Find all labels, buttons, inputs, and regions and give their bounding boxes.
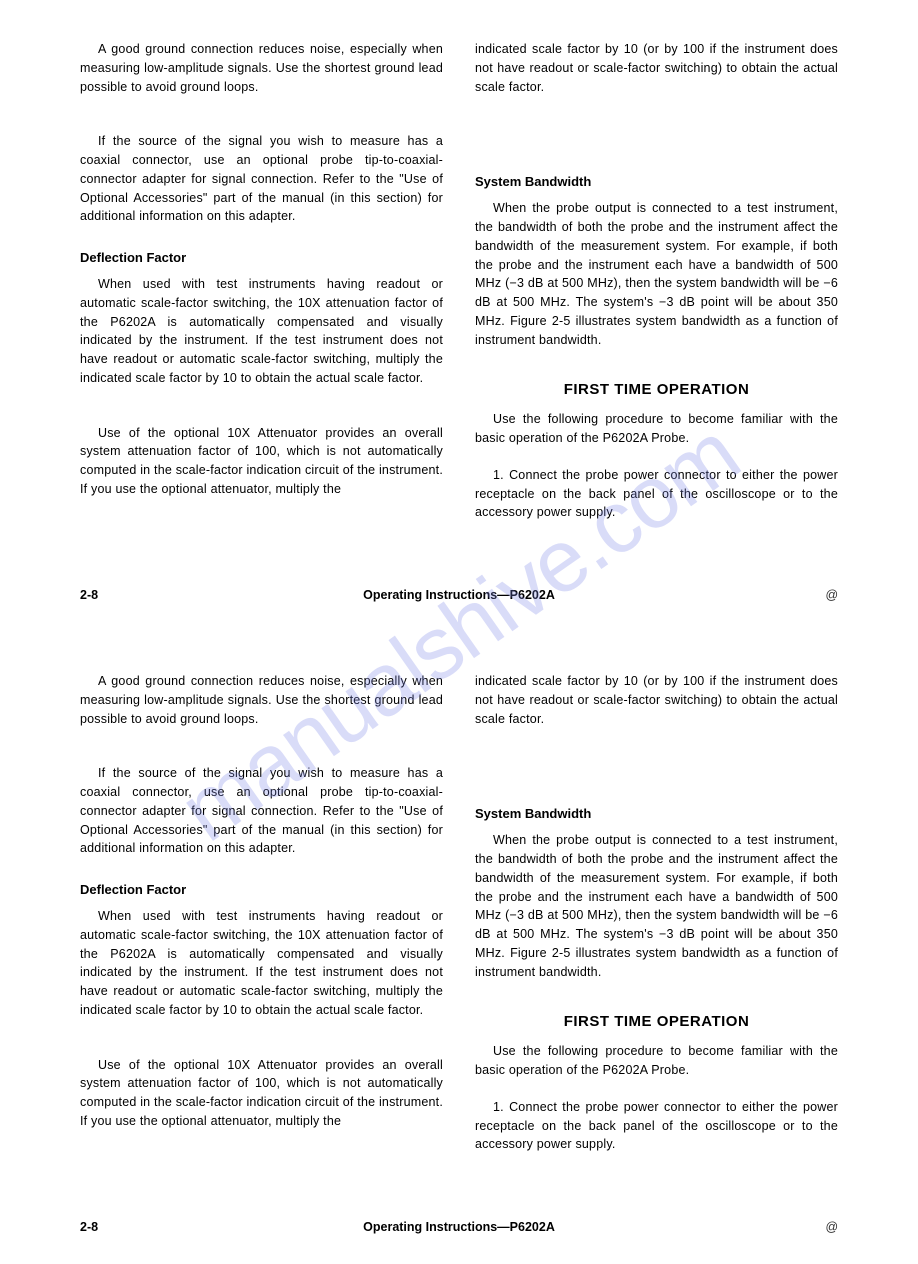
body-paragraph: If the source of the signal you wish to … — [80, 132, 443, 226]
section-heading-deflection: Deflection Factor — [80, 882, 443, 897]
page-1-right-column: indicated scale factor by 10 (or by 100 … — [475, 40, 838, 540]
page-2-right-column: indicated scale factor by 10 (or by 100 … — [475, 672, 838, 1172]
page-number: 2-8 — [80, 1220, 98, 1234]
body-paragraph: A good ground connection reduces noise, … — [80, 672, 443, 728]
body-paragraph: indicated scale factor by 10 (or by 100 … — [475, 672, 838, 728]
body-paragraph: When the probe output is connected to a … — [475, 831, 838, 981]
page-1-footer: 2-8 Operating Instructions—P6202A @ — [80, 588, 838, 602]
section-heading-deflection: Deflection Factor — [80, 250, 443, 265]
body-paragraph: When used with test instruments having r… — [80, 275, 443, 388]
body-paragraph: Use of the optional 10X Attenuator provi… — [80, 1056, 443, 1131]
body-paragraph: Use of the optional 10X Attenuator provi… — [80, 424, 443, 499]
page-2: A good ground connection reduces noise, … — [0, 632, 918, 1264]
body-paragraph: When used with test instruments having r… — [80, 907, 443, 1020]
body-paragraph: A good ground connection reduces noise, … — [80, 40, 443, 96]
footer-symbol: @ — [825, 1220, 838, 1234]
page-1-left-column: A good ground connection reduces noise, … — [80, 40, 443, 540]
body-paragraph: 1. Connect the probe power connector to … — [475, 466, 838, 522]
footer-symbol: @ — [825, 588, 838, 602]
page-1-columns: A good ground connection reduces noise, … — [80, 40, 838, 540]
document-wrapper: manualshive.com A good ground connection… — [0, 0, 918, 1264]
page-1: A good ground connection reduces noise, … — [0, 0, 918, 632]
footer-title: Operating Instructions—P6202A — [363, 1220, 555, 1234]
section-heading-bandwidth: System Bandwidth — [475, 806, 838, 821]
body-paragraph: When the probe output is connected to a … — [475, 199, 838, 349]
section-heading-first-time: FIRST TIME OPERATION — [475, 1013, 838, 1030]
body-paragraph: Use the following procedure to become fa… — [475, 410, 838, 448]
body-paragraph: If the source of the signal you wish to … — [80, 764, 443, 858]
body-paragraph: Use the following procedure to become fa… — [475, 1042, 838, 1080]
body-paragraph: 1. Connect the probe power connector to … — [475, 1098, 838, 1154]
section-heading-bandwidth: System Bandwidth — [475, 174, 838, 189]
page-number: 2-8 — [80, 588, 98, 602]
footer-title: Operating Instructions—P6202A — [363, 588, 555, 602]
page-2-left-column: A good ground connection reduces noise, … — [80, 672, 443, 1172]
page-2-footer: 2-8 Operating Instructions—P6202A @ — [80, 1220, 838, 1234]
section-heading-first-time: FIRST TIME OPERATION — [475, 381, 838, 398]
body-paragraph: indicated scale factor by 10 (or by 100 … — [475, 40, 838, 96]
page-2-columns: A good ground connection reduces noise, … — [80, 672, 838, 1172]
